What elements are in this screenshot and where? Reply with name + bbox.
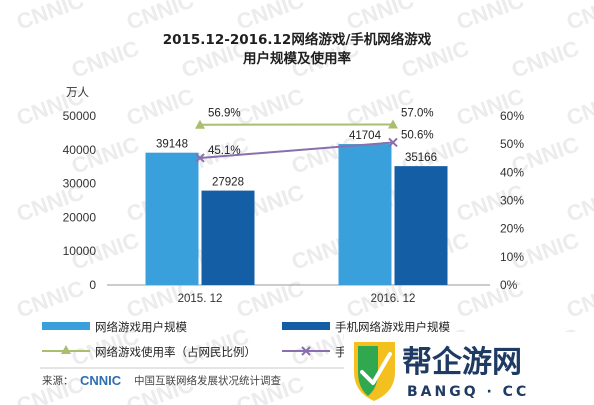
y-left-tick-label: 30000 [63,177,97,191]
legend-swatch-series-2 [282,322,330,330]
y-right-tick-label: 40% [500,165,524,179]
badge-check-icon [360,352,392,385]
y-right-ticks: 0% 10% 20% 30% 40% 50% 60% [500,109,524,292]
watermark-text: CNNIC [123,83,197,130]
line-data-label: 57.0% [401,107,434,119]
watermark-text: CNNIC [453,0,527,35]
y-left-tick-label: 10000 [63,244,97,258]
y-left-tick-label: 20000 [63,210,97,224]
legend-label-series-3: 网络游戏使用率（占网民比例） [95,345,256,359]
watermark-text: CNNIC [563,0,594,35]
legend-label-series-1: 网络游戏用户规模 [95,320,187,334]
chart-subtitle: 用户规模及使用率 [243,50,351,67]
watermark-text: CNNIC [68,35,142,82]
source-prefix: 来源： [42,374,74,387]
y-left-unit-label: 万人 [66,85,89,99]
y-left-tick-label: 40000 [63,143,97,157]
watermark-text: CNNIC [563,83,594,130]
y-right-tick-label: 20% [500,222,524,236]
line-point-x [195,153,205,163]
legend-label-series-2: 手机网络游戏用户规模 [335,320,450,334]
watermark-text: CNNIC [233,0,307,35]
y-right-tick-label: 60% [500,109,524,123]
watermark-text: CNNIC [123,0,197,35]
watermark-text: CNNIC [13,0,87,35]
y-right-tick-label: 0% [500,278,518,292]
y-right-tick-label: 50% [500,137,524,151]
bars-layer: 39148 41704 27928 35166 [145,130,448,285]
line-point-x [388,137,398,148]
x-category-label: 2016. 12 [371,293,416,305]
source-logo-cnnic: CNNIC [80,373,122,388]
badge-logo: 帮企游网 BANGQ · CC [344,332,594,405]
bar-series-2-2 [394,166,448,285]
bar-data-label: 39148 [156,139,188,151]
y-left-tick-label: 0 [89,278,96,292]
line-point-triangle [195,119,205,129]
badge-main-text: 帮企游网 [402,345,522,380]
legend-marker-triangle-icon [61,345,71,354]
y-right-tick-label: 30% [500,194,524,208]
line-point-triangle [388,119,398,129]
y-left-tick-label: 50000 [63,109,97,123]
bar-series-2-1 [201,190,255,285]
y-right-tick-label: 10% [500,250,524,264]
line-data-label: 45.1% [208,145,241,157]
legend: 网络游戏用户规模 手机网络游戏用户规模 网络游戏使用率（占网民比例） 手机网 [42,320,450,359]
watermark-text: CNNIC [563,275,594,322]
watermark-text: CNNIC [453,83,527,130]
legend-marker-x-icon [301,346,311,356]
line-data-label: 56.9% [208,108,241,120]
line-series-2 [199,141,394,159]
bar-series-1-2 [338,144,392,285]
bar-data-label: 27928 [212,177,244,189]
x-category-label: 2015. 12 [178,293,223,305]
source-text: 中国互联网络发展状况统计调查 [134,374,281,387]
bar-series-1-1 [145,152,199,285]
watermark-text: CNNIC [343,0,417,35]
bar-data-label: 41704 [349,130,382,142]
chart-title: 2015.12-2016.12网络游戏/手机网络游戏 [163,31,432,48]
badge-sub-text: BANGQ · CC [407,384,529,400]
legend-swatch-series-1 [42,322,90,330]
category-labels: 2015. 12 2016. 12 [178,293,416,305]
lines-layer: 56.9% 57.0% 45.1% 50.6% [195,107,434,163]
line-data-label: 50.6% [401,129,434,141]
bar-data-label: 35166 [405,152,437,164]
watermark-text: CNNIC [508,35,582,82]
y-left-ticks: 0 10000 20000 30000 40000 50000 [63,109,97,292]
watermark-text: CNNIC [13,275,87,322]
watermark-text: CNNIC [563,179,594,226]
